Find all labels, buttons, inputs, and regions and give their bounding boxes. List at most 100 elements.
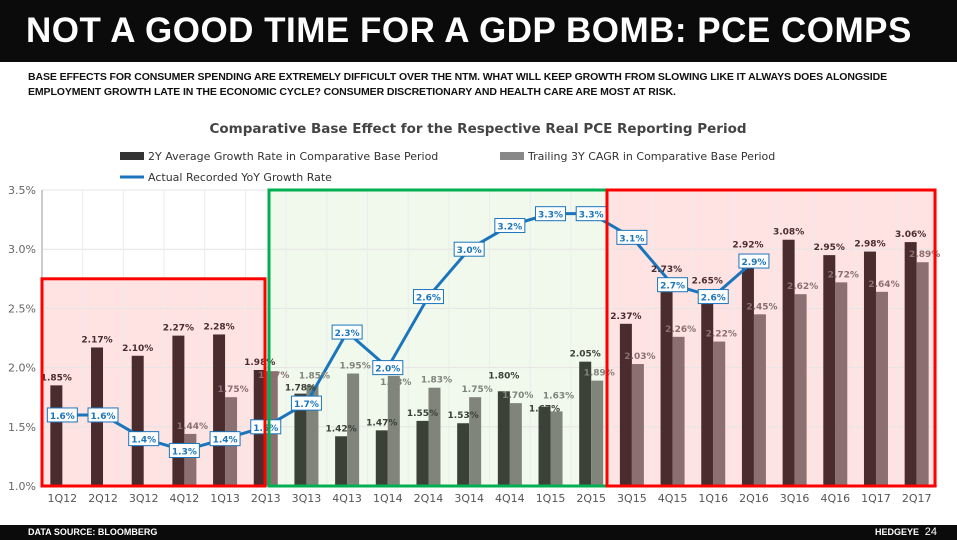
data-label-yoy: 1.6%: [91, 412, 116, 422]
data-label-yoy: 3.1%: [619, 234, 644, 244]
bar-3y-cagr: [713, 341, 726, 486]
data-label-yoy: 1.4%: [213, 436, 238, 446]
x-tick-label: 2Q15: [576, 492, 606, 505]
data-label-2y: 2.65%: [692, 277, 723, 287]
chart: Comparative Base Effect for the Respecti…: [8, 121, 940, 505]
data-label-2y: 2.37%: [610, 312, 641, 322]
bar-2y-average: [457, 423, 470, 486]
data-label-box-yoy: [168, 442, 200, 458]
y-tick-label: 2.5%: [8, 302, 36, 315]
data-label-3y-group: 2.72%: [828, 270, 859, 280]
data-label-yoy-group: 2.6%: [412, 289, 444, 305]
data-label-3y-group: 1.70%: [502, 391, 533, 401]
data-label-yoy-group: 1.3%: [168, 442, 200, 458]
brand-logo: HEDGEYE: [874, 527, 919, 537]
data-label-yoy-group: 2.3%: [331, 324, 363, 340]
data-label-2y: 2.17%: [81, 335, 112, 345]
data-label-3y: 2.45%: [746, 302, 777, 312]
x-tick-label: 4Q14: [495, 492, 525, 505]
data-label-2y: 1.85%: [41, 373, 72, 383]
bar-3y-cagr: [347, 373, 360, 486]
bar-2y-average: [579, 361, 592, 486]
data-label-2y-group: 2.92%: [732, 241, 763, 251]
data-label-yoy-group: 1.4%: [209, 431, 241, 447]
data-label-2y: 2.10%: [122, 344, 153, 354]
legend-swatch-3y: [500, 152, 524, 160]
data-label-box-yoy: [453, 241, 485, 257]
data-label-2y-group: 1.42%: [325, 424, 356, 434]
data-label-3y-group: 1.89%: [584, 369, 615, 379]
x-tick-label: 4Q16: [820, 492, 850, 505]
chart-title: Comparative Base Effect for the Respecti…: [209, 121, 746, 137]
data-label-3y: 1.95%: [339, 362, 370, 372]
data-label-2y-group: 2.65%: [692, 277, 723, 287]
data-label-3y: 1.75%: [462, 385, 493, 395]
bar-2y-average: [294, 393, 307, 486]
data-label-3y-group: 1.44%: [177, 422, 208, 432]
data-label-2y-group: 1.80%: [488, 371, 519, 381]
bar-3y-cagr: [794, 294, 807, 486]
highlight-region-border: [40, 277, 267, 488]
legend-swatch-2y: [120, 152, 144, 160]
data-label-2y: 1.98%: [244, 358, 275, 368]
x-tick-label: 3Q15: [617, 492, 647, 505]
data-label-3y: 2.64%: [868, 280, 899, 290]
data-label-2y: 1.78%: [285, 384, 316, 394]
y-tick-label: 1.5%: [8, 421, 36, 434]
bar-2y-average: [701, 290, 714, 486]
data-label-2y-group: 2.27%: [163, 324, 194, 334]
bar-2y-average: [538, 406, 551, 486]
data-label-2y-group: 1.67%: [529, 405, 560, 415]
x-tick-label: 1Q14: [373, 492, 403, 505]
x-tick-label: 2Q13: [251, 492, 281, 505]
data-label-yoy: 2.9%: [741, 258, 766, 268]
data-label-2y-group: 1.78%: [285, 384, 316, 394]
data-label-2y-group: 1.47%: [366, 418, 397, 428]
data-label-3y-group: 1.63%: [543, 391, 574, 401]
data-label-2y: 2.28%: [203, 322, 234, 332]
data-label-2y: 2.73%: [651, 265, 682, 275]
data-label-yoy-group: 1.7%: [290, 395, 322, 411]
data-label-2y-group: 2.37%: [610, 312, 641, 322]
bar-2y-average: [619, 323, 632, 486]
data-label-2y: 1.42%: [325, 424, 356, 434]
data-label-3y-group: 1.83%: [421, 376, 452, 386]
data-label-2y-group: 2.73%: [651, 265, 682, 275]
x-tick-label: 1Q16: [698, 492, 728, 505]
data-label-box-yoy: [738, 253, 770, 269]
data-label-yoy: 1.3%: [172, 447, 197, 457]
data-label-box-yoy: [657, 277, 689, 293]
x-tick-label: 4Q15: [658, 492, 688, 505]
data-label-2y: 2.98%: [854, 240, 885, 250]
x-tick-label: 2Q17: [902, 492, 932, 505]
bar-2y-average: [416, 420, 429, 486]
bar-3y-cagr: [509, 403, 522, 486]
bar-3y-cagr: [591, 380, 604, 486]
highlight-region-border: [605, 188, 937, 488]
data-label-box-yoy: [412, 289, 444, 305]
data-label-2y-group: 3.06%: [895, 230, 926, 240]
data-label-yoy: 3.3%: [538, 211, 563, 221]
data-label-yoy: 2.3%: [335, 329, 360, 339]
bar-3y-cagr: [631, 364, 644, 486]
x-tick-label: 3Q12: [129, 492, 159, 505]
bar-2y-average: [741, 258, 754, 486]
data-label-yoy-group: 3.2%: [494, 218, 526, 234]
data-label-box-yoy: [209, 431, 241, 447]
y-tick-label: 3.5%: [8, 184, 36, 197]
bar-3y-cagr: [184, 433, 197, 486]
bar-3y-cagr: [428, 387, 441, 486]
data-label-yoy: 3.2%: [497, 223, 522, 233]
bar-2y-average: [213, 334, 226, 486]
bar-3y-cagr: [753, 314, 766, 486]
data-label-2y-group: 2.17%: [81, 335, 112, 345]
data-label-2y-group: 3.08%: [773, 228, 804, 238]
bar-2y-average: [375, 430, 388, 486]
data-label-3y: 1.89%: [584, 369, 615, 379]
data-label-3y: 2.72%: [828, 270, 859, 280]
data-label-yoy-group: 1.4%: [128, 431, 160, 447]
data-label-box-yoy: [535, 206, 567, 222]
bar-2y-average: [497, 391, 510, 486]
x-tick-label: 3Q13: [292, 492, 322, 505]
data-label-box-yoy: [494, 218, 526, 234]
